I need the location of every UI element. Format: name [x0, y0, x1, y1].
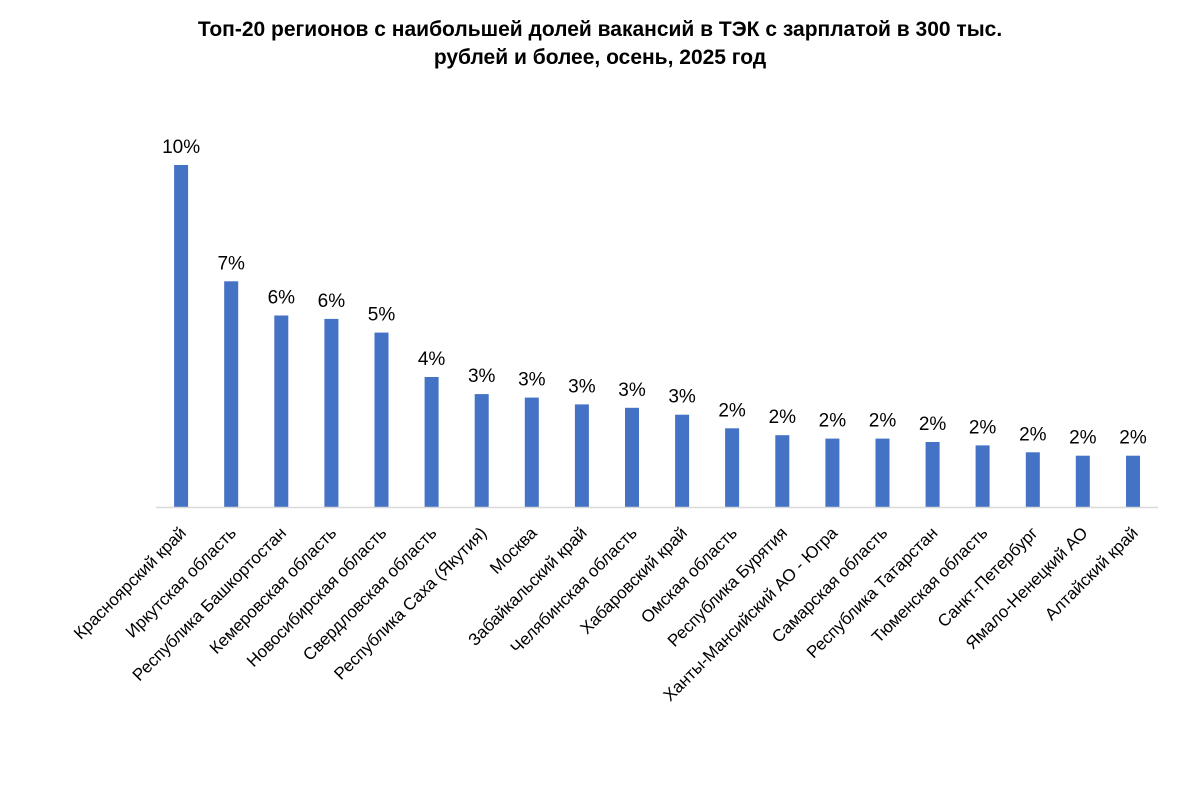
data-label: 4%	[418, 349, 446, 370]
data-label: 7%	[217, 253, 245, 274]
bar	[725, 428, 740, 507]
data-label: 3%	[518, 370, 546, 391]
bars-group	[174, 165, 1140, 507]
data-label: 2%	[969, 417, 997, 438]
bar	[324, 318, 339, 507]
data-label: 3%	[668, 387, 696, 408]
bar	[574, 404, 589, 507]
bar	[625, 407, 639, 507]
data-label: 3%	[618, 380, 646, 401]
x-tick-label: Алтайский край	[1041, 523, 1142, 624]
bar	[374, 332, 389, 507]
data-label: 6%	[318, 291, 346, 312]
bar	[474, 394, 489, 507]
data-label: 2%	[1019, 424, 1047, 445]
bar	[825, 438, 840, 507]
chart-title-line-1: Топ-20 регионов с наибольшей долей вакан…	[197, 18, 1003, 41]
data-label: 2%	[769, 407, 797, 428]
chart-title-line-2: рублей и более, осень, 2025 год	[433, 46, 767, 69]
bar	[1025, 452, 1040, 507]
chart-title: Топ-20 регионов с наибольшей долей вакан…	[0, 16, 1200, 72]
data-label: 5%	[368, 305, 396, 326]
data-label: 10%	[162, 137, 200, 158]
data-label: 2%	[718, 400, 746, 421]
data-label: 6%	[268, 288, 296, 309]
bar	[1126, 455, 1140, 507]
bar	[975, 445, 990, 507]
bar	[224, 281, 239, 507]
bar	[274, 315, 289, 507]
bar	[925, 442, 940, 507]
data-label: 3%	[468, 366, 496, 387]
data-label: 3%	[568, 376, 596, 397]
bar	[875, 438, 890, 507]
bar	[775, 435, 790, 507]
bar	[1075, 455, 1090, 507]
bar	[424, 377, 439, 507]
data-labels-group: 10% 7% 6% 6% 5% 4% 3% 3% 3% 3% 3% 2% 2% 2% 2% 2% 2% 2% 2% 2…	[162, 137, 1147, 449]
data-label: 2%	[819, 411, 847, 432]
bar	[524, 397, 539, 507]
bar	[675, 414, 690, 507]
data-label: 2%	[869, 411, 897, 432]
data-label: 2%	[1119, 428, 1147, 449]
bar	[174, 165, 189, 507]
data-label: 2%	[1069, 428, 1097, 449]
data-label: 2%	[919, 414, 947, 435]
